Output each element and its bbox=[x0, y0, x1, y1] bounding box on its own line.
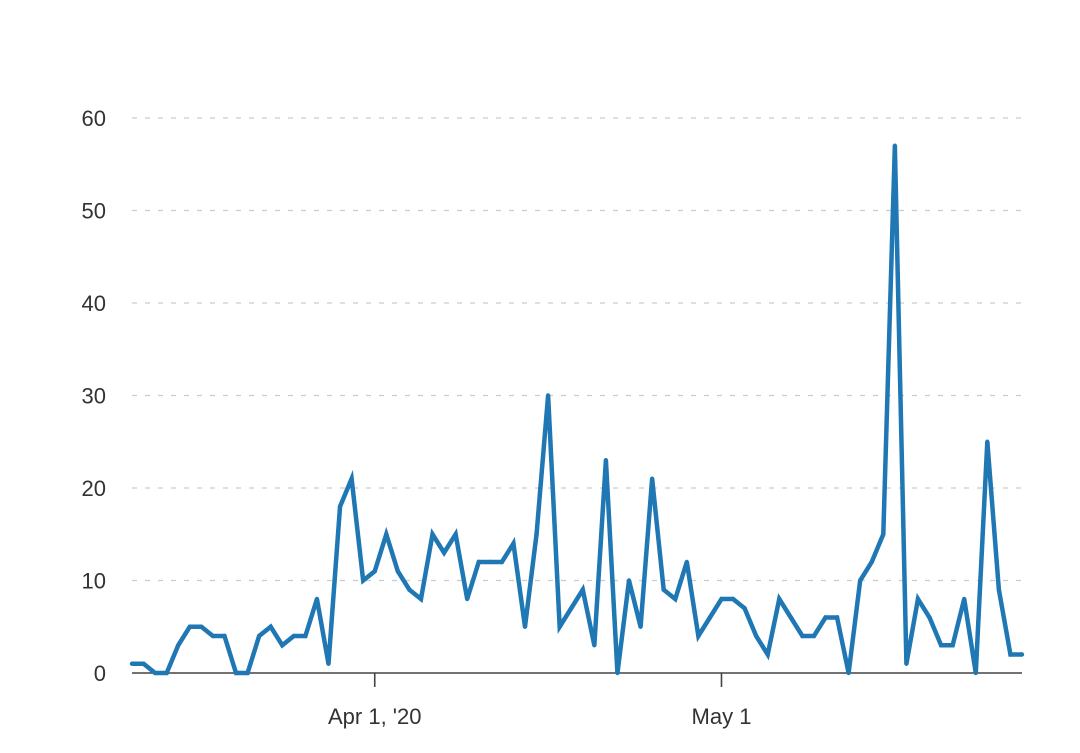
data-point bbox=[753, 633, 759, 639]
data-point bbox=[222, 633, 227, 639]
y-tick-label: 30 bbox=[82, 384, 106, 409]
data-point bbox=[430, 532, 435, 537]
data-point bbox=[499, 559, 505, 565]
data-point bbox=[314, 596, 320, 602]
data-point bbox=[603, 458, 609, 463]
data-point bbox=[129, 661, 135, 666]
data-point bbox=[881, 532, 886, 537]
data-point bbox=[985, 439, 990, 444]
series-line bbox=[132, 145, 1022, 676]
data-point bbox=[476, 559, 481, 565]
data-point bbox=[938, 643, 944, 648]
data-point bbox=[256, 633, 262, 639]
data-point bbox=[210, 633, 216, 639]
data-point bbox=[800, 633, 805, 639]
data-point bbox=[545, 393, 551, 398]
data-point bbox=[615, 670, 620, 676]
data-point bbox=[418, 596, 424, 602]
data-point bbox=[187, 624, 192, 629]
data-point bbox=[164, 670, 169, 676]
data-point bbox=[592, 643, 597, 648]
data-point bbox=[869, 559, 874, 565]
data-point bbox=[834, 615, 840, 620]
data-point bbox=[199, 624, 204, 629]
data-point bbox=[927, 615, 932, 620]
x-axis-ticks: Apr 1, '20 May 1 bbox=[328, 673, 751, 729]
data-point bbox=[996, 587, 1002, 592]
data-point bbox=[915, 596, 921, 602]
data-point bbox=[846, 670, 851, 676]
data-point bbox=[719, 596, 724, 602]
data-point bbox=[1008, 652, 1013, 657]
data-point bbox=[730, 596, 736, 602]
data-point bbox=[511, 541, 516, 546]
data-point bbox=[233, 670, 239, 676]
data-point bbox=[395, 569, 401, 574]
data-point bbox=[962, 596, 967, 602]
series-group bbox=[129, 143, 1025, 676]
data-point bbox=[638, 624, 643, 629]
data-point bbox=[673, 596, 678, 602]
data-point bbox=[372, 569, 377, 574]
data-point bbox=[522, 624, 528, 629]
data-point bbox=[441, 550, 447, 555]
data-point bbox=[245, 670, 250, 676]
data-point bbox=[742, 606, 747, 611]
y-tick-label: 10 bbox=[82, 569, 106, 594]
data-point bbox=[765, 652, 770, 657]
data-point bbox=[141, 661, 146, 666]
data-point bbox=[684, 559, 690, 565]
data-point bbox=[892, 143, 898, 148]
y-tick-label: 60 bbox=[82, 106, 106, 131]
data-point bbox=[534, 532, 539, 537]
data-point bbox=[384, 532, 389, 537]
x-tick-label: Apr 1, '20 bbox=[328, 704, 421, 729]
data-point bbox=[303, 633, 308, 639]
x-tick-label: May 1 bbox=[692, 704, 752, 729]
y-tick-label: 50 bbox=[82, 199, 106, 224]
data-point bbox=[649, 476, 655, 481]
data-point bbox=[580, 587, 585, 592]
y-tick-label: 40 bbox=[82, 291, 106, 316]
data-point bbox=[407, 587, 412, 592]
data-point bbox=[268, 624, 273, 629]
data-point bbox=[291, 633, 297, 639]
data-point bbox=[811, 633, 817, 639]
data-point bbox=[696, 633, 701, 639]
y-tick-label: 20 bbox=[82, 476, 106, 501]
data-point bbox=[788, 615, 794, 620]
data-point bbox=[777, 596, 782, 602]
data-point bbox=[857, 578, 863, 583]
data-point bbox=[349, 476, 354, 481]
data-point bbox=[464, 596, 470, 602]
data-point bbox=[1019, 652, 1025, 657]
y-tick-label: 0 bbox=[94, 661, 106, 686]
grid-lines bbox=[132, 117, 1022, 582]
y-axis-labels: 0 10 20 30 40 50 60 bbox=[82, 106, 106, 686]
data-point bbox=[280, 643, 285, 648]
data-point bbox=[569, 606, 574, 611]
data-point bbox=[453, 532, 458, 537]
data-point bbox=[152, 670, 158, 676]
data-point bbox=[626, 578, 632, 583]
data-point bbox=[707, 615, 713, 620]
data-point bbox=[337, 504, 343, 509]
data-point bbox=[661, 587, 666, 592]
data-point bbox=[904, 661, 909, 666]
data-point bbox=[950, 643, 955, 648]
data-point bbox=[823, 615, 828, 620]
data-point bbox=[973, 670, 978, 676]
data-point bbox=[488, 559, 493, 565]
data-point bbox=[326, 661, 331, 666]
data-point bbox=[360, 578, 366, 583]
data-point bbox=[557, 624, 562, 629]
data-point bbox=[176, 643, 181, 648]
